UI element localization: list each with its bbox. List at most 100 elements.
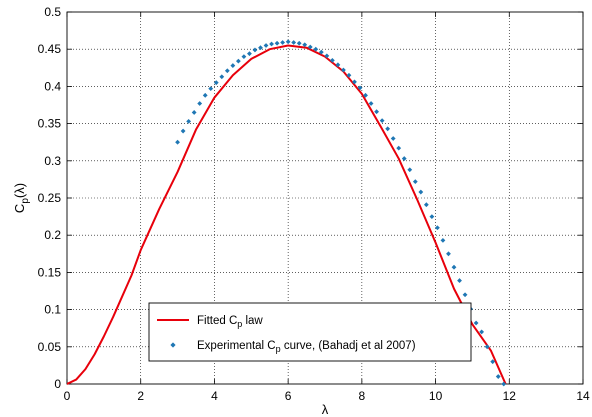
experimental-point [418,189,424,195]
y-tick-label: 0.35 [38,117,62,131]
experimental-point [307,44,313,50]
experimental-point [435,225,440,231]
experimental-point [501,381,507,387]
experimental-point [396,145,402,151]
y-tick-label: 0.3 [44,154,61,168]
experimental-point [423,202,429,208]
x-tick-label: 10 [429,389,443,403]
legend-entry-post: curve, (Bahadj et al 2007) [281,340,416,352]
experimental-point [274,40,280,46]
experimental-point [280,40,286,45]
experimental-point [202,92,208,98]
y-tick-label: 0 [54,377,61,391]
experimental-point [191,110,197,115]
axes-box [66,11,584,385]
x-tick-label: 8 [359,389,366,403]
y-tick-labels: 0 0.05 0.1 0.15 0.2 0.25 0.3 0.35 0.4 0.45 0.5 [38,5,62,391]
experimental-point [186,118,192,124]
experimental-point [352,79,357,85]
fitted-cp-line [67,44,507,385]
y-tick-label: 0.25 [38,191,62,205]
experimental-point [346,72,352,78]
experimental-point [247,51,252,57]
plot-series [67,39,507,387]
experimental-point [446,251,451,257]
x-tick-labels: 0 2 4 6 8 10 12 14 [64,389,590,403]
legend-marker-swatch [170,342,176,348]
experimental-point [252,47,258,53]
experimental-point [241,54,247,60]
legend-entry-label: Fitted Cp law [197,315,263,329]
y-tick-label: 0.1 [44,303,61,317]
axis-labels: λCp(λ) [12,183,329,417]
experimental-point [341,67,346,73]
experimental-point [291,40,297,45]
experimental-point [363,92,368,98]
experimental-point [473,320,479,326]
experimental-point [285,39,291,45]
experimental-point [197,101,203,106]
y-axis-label-suffix: (λ) [12,183,27,198]
experimental-point [484,344,490,350]
experimental-point [224,68,230,74]
experimental-point [180,128,186,134]
experimental-point [213,80,219,86]
experimental-point [407,167,413,173]
experimental-point [368,101,374,106]
legend-entry-pre: Fitted C [197,315,237,327]
legend-entry-pre: Experimental C [197,340,276,352]
y-tick-label: 0.2 [44,228,61,242]
experimental-point [296,40,302,46]
legend-entry-subscript: p [237,319,242,329]
experimental-point [208,86,214,92]
experimental-point [457,278,462,283]
y-tick-label: 0.4 [44,79,61,93]
legend-entry-subscript: p [276,344,281,354]
experimental-point [379,118,385,124]
experimental-point [318,49,324,55]
y-axis-label-subscript: p [20,198,31,204]
y-tick-label: 0.45 [38,42,62,56]
experimental-point [324,53,330,59]
experimental-point [313,46,319,52]
experimental-point [462,292,468,298]
experimental-point [401,156,407,161]
experimental-point [235,58,241,64]
experimental-point [269,41,274,47]
x-tick-label: 12 [503,389,517,403]
y-tick-label: 0.05 [38,340,62,354]
x-tick-label: 4 [211,389,218,403]
x-tick-label: 0 [64,389,71,403]
experimental-point [385,126,391,132]
experimental-point [329,57,335,63]
y-tick-label: 0.15 [38,265,62,279]
experimental-point [429,214,435,219]
experimental-point [451,264,457,270]
experimental-point [175,139,180,145]
experimental-point [390,136,396,141]
experimental-point [479,329,485,335]
experimental-point [230,63,236,68]
experimental-point [495,374,501,379]
experimental-point [335,62,341,68]
experimental-point [440,238,446,243]
experimental-point [219,74,225,80]
plot-frame [66,11,584,385]
x-tick-label: 14 [576,389,590,403]
experimental-point [357,85,363,91]
experimental-point [263,43,269,48]
x-tick-label: 2 [137,389,144,403]
y-tick-label: 0.5 [44,5,61,19]
x-axis-label: λ [322,402,329,417]
y-axis-label-main: C [12,204,27,213]
legend-entry-label: Experimental Cp curve, (Bahadj et al 200… [197,340,416,354]
legend-box [148,302,472,362]
legend-entry-post: law [242,315,263,327]
experimental-point [412,179,418,185]
x-tick-label: 6 [285,389,292,403]
experimental-point [374,109,379,115]
experimental-point [490,359,496,365]
y-axis-label: Cp(λ) [12,183,31,213]
